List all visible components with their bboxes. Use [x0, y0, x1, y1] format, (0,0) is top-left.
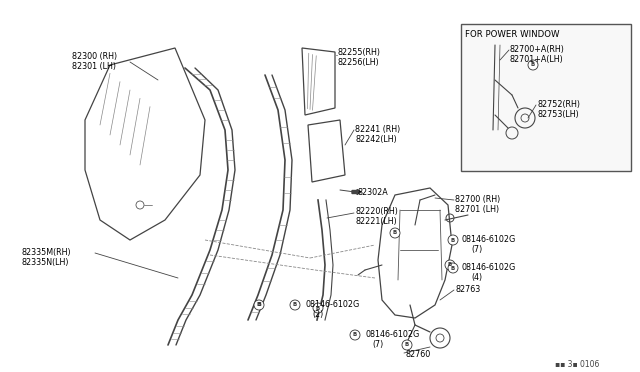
Text: B: B [257, 302, 261, 308]
Text: B: B [353, 333, 357, 337]
Text: 82700+A(RH): 82700+A(RH) [510, 45, 565, 54]
Text: 82700 (RH): 82700 (RH) [455, 195, 500, 204]
Text: (4): (4) [471, 273, 482, 282]
Circle shape [290, 300, 300, 310]
Circle shape [528, 60, 538, 70]
Text: B: B [405, 343, 409, 347]
FancyArrow shape [352, 189, 361, 195]
Text: 82221(LH): 82221(LH) [355, 217, 397, 226]
Text: 82753(LH): 82753(LH) [537, 110, 579, 119]
Text: 08146-6102G: 08146-6102G [305, 300, 359, 309]
FancyBboxPatch shape [461, 24, 631, 171]
Circle shape [448, 235, 458, 245]
Text: B: B [316, 305, 320, 311]
Text: B: B [257, 302, 261, 308]
Text: B: B [448, 263, 452, 267]
Text: B: B [393, 231, 397, 235]
Circle shape [402, 340, 412, 350]
Text: ▪▪ 3▪ 0106: ▪▪ 3▪ 0106 [555, 360, 600, 369]
Circle shape [350, 330, 360, 340]
Text: 82752(RH): 82752(RH) [537, 100, 580, 109]
Circle shape [448, 263, 458, 273]
Text: (7): (7) [372, 340, 383, 349]
Text: B: B [293, 302, 297, 308]
Text: 82701 (LH): 82701 (LH) [455, 205, 499, 214]
Text: 08146-6102G: 08146-6102G [462, 235, 516, 244]
Text: 82255(RH): 82255(RH) [337, 48, 380, 57]
Text: 82256(LH): 82256(LH) [337, 58, 379, 67]
Circle shape [390, 228, 400, 238]
Circle shape [445, 260, 455, 270]
Text: 08146-6102G: 08146-6102G [462, 263, 516, 272]
Text: 82335N(LH): 82335N(LH) [22, 258, 70, 267]
Circle shape [254, 300, 264, 310]
Text: 82242(LH): 82242(LH) [355, 135, 397, 144]
Text: 82760: 82760 [405, 350, 430, 359]
Text: 82220(RH): 82220(RH) [355, 207, 398, 216]
Text: B: B [451, 266, 455, 270]
Text: 82302A: 82302A [358, 188, 388, 197]
Circle shape [313, 303, 323, 313]
Text: (2): (2) [312, 310, 323, 319]
Text: 82701+A(LH): 82701+A(LH) [510, 55, 564, 64]
Text: FOR POWER WINDOW: FOR POWER WINDOW [465, 30, 559, 39]
Text: 82300 (RH): 82300 (RH) [72, 52, 117, 61]
Text: B: B [451, 237, 455, 243]
Text: 82335M(RH): 82335M(RH) [22, 248, 72, 257]
Text: (7): (7) [471, 245, 483, 254]
Text: B: B [531, 62, 535, 67]
Text: 82241 (RH): 82241 (RH) [355, 125, 400, 134]
Text: 82301 (LH): 82301 (LH) [72, 62, 116, 71]
Text: 82763: 82763 [455, 285, 480, 294]
Text: 08146-6102G: 08146-6102G [365, 330, 419, 339]
